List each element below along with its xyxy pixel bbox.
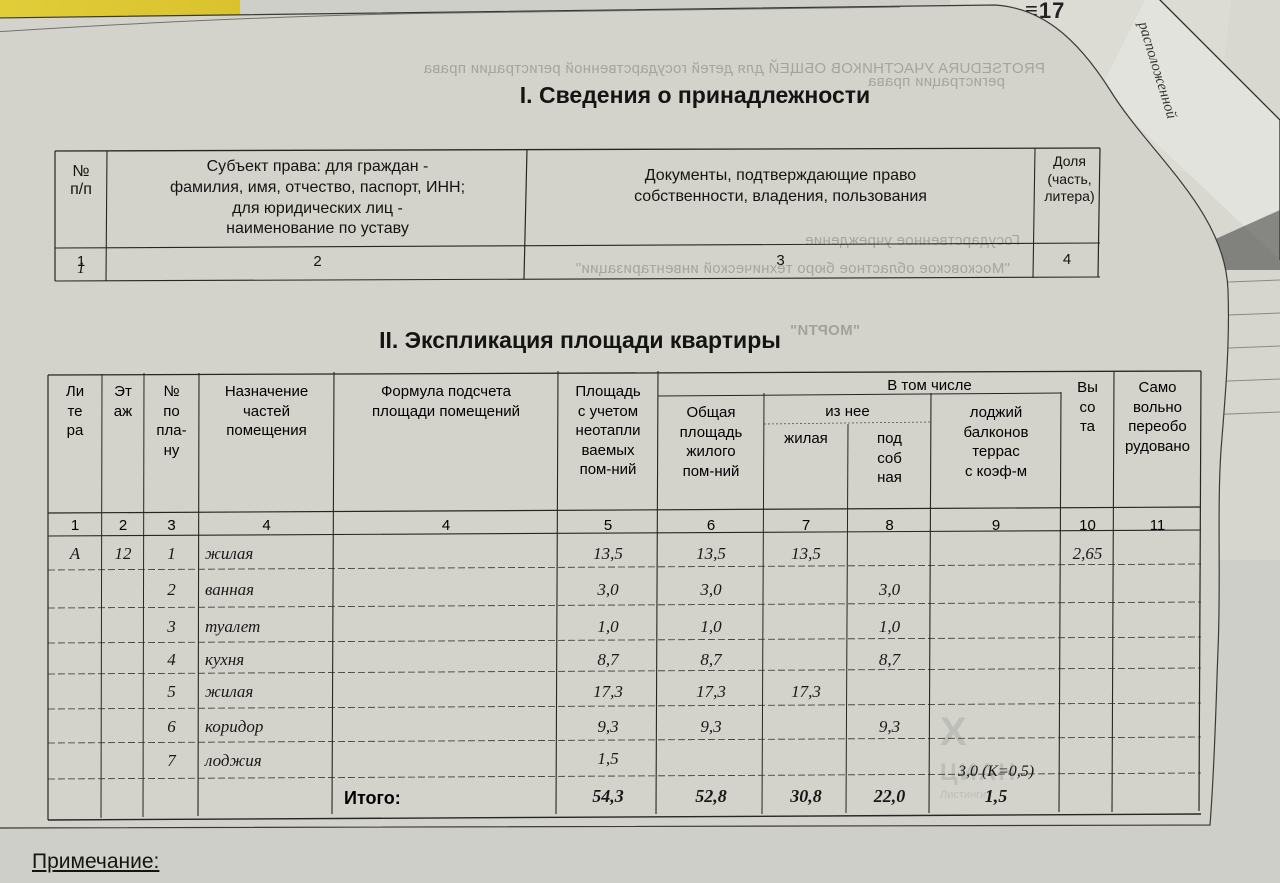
svg-text:X: X <box>940 710 967 754</box>
svg-text:ЦИАН: ЦИАН <box>940 759 1017 786</box>
svg-text:Листинги: Листинги <box>940 789 986 801</box>
